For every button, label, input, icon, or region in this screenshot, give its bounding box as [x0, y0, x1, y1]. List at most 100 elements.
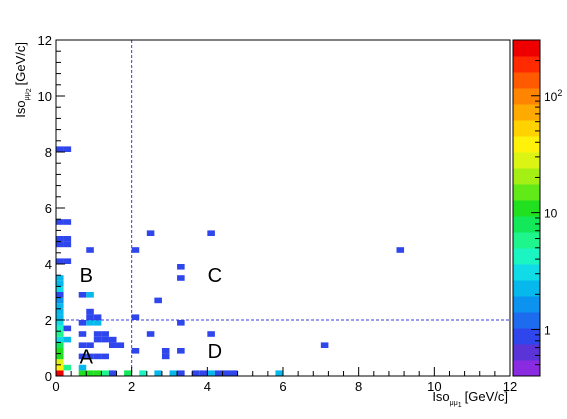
- palette-segment: [513, 264, 540, 281]
- heatmap-cell: [177, 320, 185, 326]
- heatmap-cell: [93, 314, 102, 320]
- y-tick-label: 10: [38, 89, 52, 104]
- heatmap-cell: [116, 342, 125, 348]
- y-tick-label: 8: [45, 145, 52, 160]
- heatmap-cell: [93, 370, 102, 376]
- heatmap-cell: [86, 370, 94, 376]
- heatmap-cell: [222, 370, 231, 376]
- x-tick-label: 12: [503, 379, 517, 394]
- heatmap-cell: [63, 336, 72, 343]
- heatmap-cell: [78, 331, 87, 337]
- heatmap-cell: [56, 241, 64, 248]
- heatmap-cell: [56, 348, 64, 354]
- palette-segment: [513, 200, 540, 217]
- heatmap-cell: [207, 370, 215, 376]
- heatmap-cell: [78, 292, 87, 298]
- y-tick-label: 2: [45, 313, 52, 328]
- palette-tick-label: 10: [544, 207, 558, 221]
- heatmap-cell: [56, 308, 64, 315]
- heatmap-cell: [63, 241, 72, 248]
- heatmap-cell: [78, 320, 87, 326]
- heatmap-cell: [56, 370, 64, 376]
- x-tick-label: 6: [279, 379, 286, 394]
- y-tick-label: 12: [38, 33, 52, 48]
- heatmap-cell: [78, 364, 87, 371]
- heatmap-cell: [56, 297, 64, 304]
- heatmap-cell: [93, 336, 102, 343]
- heatmap-cell: [56, 359, 64, 365]
- palette-segment: [513, 136, 540, 153]
- palette-segment: [513, 168, 540, 185]
- region-labels: A B C D: [80, 265, 223, 368]
- heatmap-cell: [63, 236, 72, 242]
- x-tick-label: 2: [128, 379, 135, 394]
- heatmap-cell: [56, 280, 64, 287]
- y-axis-title-unit: [GeV/c]: [13, 42, 28, 85]
- heatmap-cell: [108, 370, 117, 376]
- heatmap-cell: [93, 331, 102, 337]
- heatmap-cell: [56, 364, 64, 371]
- heatmap-cell: [177, 275, 185, 281]
- heatmap-cell: [124, 370, 132, 376]
- heatmap-cell: [108, 336, 117, 343]
- heatmap-cell: [214, 370, 223, 376]
- palette-segment: [513, 360, 540, 377]
- palette-segment: [513, 216, 540, 233]
- heatmap-cell: [93, 353, 102, 360]
- region-label-c: C: [208, 265, 222, 287]
- heatmap-cell: [177, 264, 185, 270]
- heatmap-cell: [275, 370, 283, 376]
- x-tick-label: 8: [355, 379, 362, 394]
- palette-segment: [513, 104, 540, 121]
- heatmap-cell: [56, 275, 64, 281]
- palette-segment: [513, 40, 540, 57]
- palette-segment: [513, 56, 540, 73]
- heatmap-cell: [56, 331, 64, 337]
- palette-tick-exponent: 2: [557, 88, 562, 98]
- heatmap-cell: [56, 325, 64, 332]
- heatmap-cell: [86, 314, 94, 320]
- heatmap-cell: [63, 219, 72, 225]
- heatmap-cell: [86, 292, 94, 298]
- heatmap-cell: [56, 303, 64, 309]
- heatmap-cell: [63, 258, 72, 264]
- heatmap-cell: [192, 370, 200, 376]
- heatmap-cell: [207, 331, 215, 337]
- heatmap-cell: [93, 320, 102, 326]
- heatmap-cell: [78, 370, 87, 376]
- heatmap-cell: [396, 247, 405, 253]
- y-axis-title-sub2: 2: [26, 88, 33, 92]
- heatmap-cell: [320, 342, 329, 348]
- palette-segment: [513, 248, 540, 265]
- axis-ticks: 0 2 4 6 8 10 12 0 2 4 6 8 10 12: [38, 33, 518, 394]
- heatmap-cell: [56, 342, 64, 348]
- x-axis-title-unit: [GeV/c]: [465, 389, 508, 404]
- heatmap-cell: [56, 146, 64, 152]
- heatmap-cell: [56, 320, 64, 326]
- x-tick-label: 4: [204, 379, 211, 394]
- heatmap-cell: [146, 230, 155, 236]
- heatmap-cell: [63, 364, 72, 371]
- y-tick-label: 6: [45, 201, 52, 216]
- palette-segment: [513, 328, 540, 345]
- heatmap-cell: [108, 342, 117, 348]
- palette-tick-label: 1: [544, 323, 551, 337]
- heatmap-cell: [154, 370, 162, 376]
- x-tick-label: 10: [427, 379, 441, 394]
- palette-segment: [513, 280, 540, 297]
- palette-segment: [513, 232, 540, 249]
- heatmap-cell: [177, 370, 185, 376]
- cut-lines: [56, 40, 510, 376]
- heatmap-cell: [56, 236, 64, 242]
- heatmap-cell: [131, 348, 140, 354]
- heatmap-cell: [63, 325, 72, 332]
- palette-segment: [513, 72, 540, 89]
- palette-segment: [513, 344, 540, 361]
- heatmap-cell: [56, 286, 64, 292]
- x-axis-title-sub2: 1: [458, 402, 462, 409]
- heatmap-cell: [154, 297, 162, 304]
- region-label-d: D: [208, 341, 222, 363]
- heatmap-cell: [177, 348, 185, 354]
- heatmap-cell: [101, 353, 109, 360]
